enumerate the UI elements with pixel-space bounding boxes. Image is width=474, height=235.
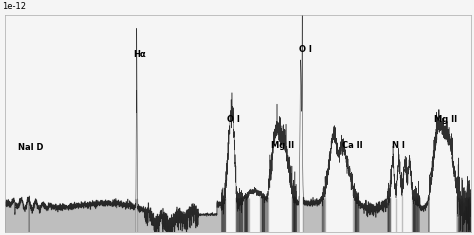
Text: O I: O I [227, 115, 240, 124]
Text: Ca II: Ca II [342, 141, 363, 150]
Text: Mg II: Mg II [434, 115, 457, 124]
Text: NaI D: NaI D [18, 143, 43, 152]
Text: Hα: Hα [134, 50, 146, 59]
Text: N I: N I [392, 141, 405, 150]
Text: Mg II: Mg II [271, 141, 294, 150]
Text: O I: O I [299, 45, 312, 55]
Text: 1e-12: 1e-12 [2, 2, 26, 11]
